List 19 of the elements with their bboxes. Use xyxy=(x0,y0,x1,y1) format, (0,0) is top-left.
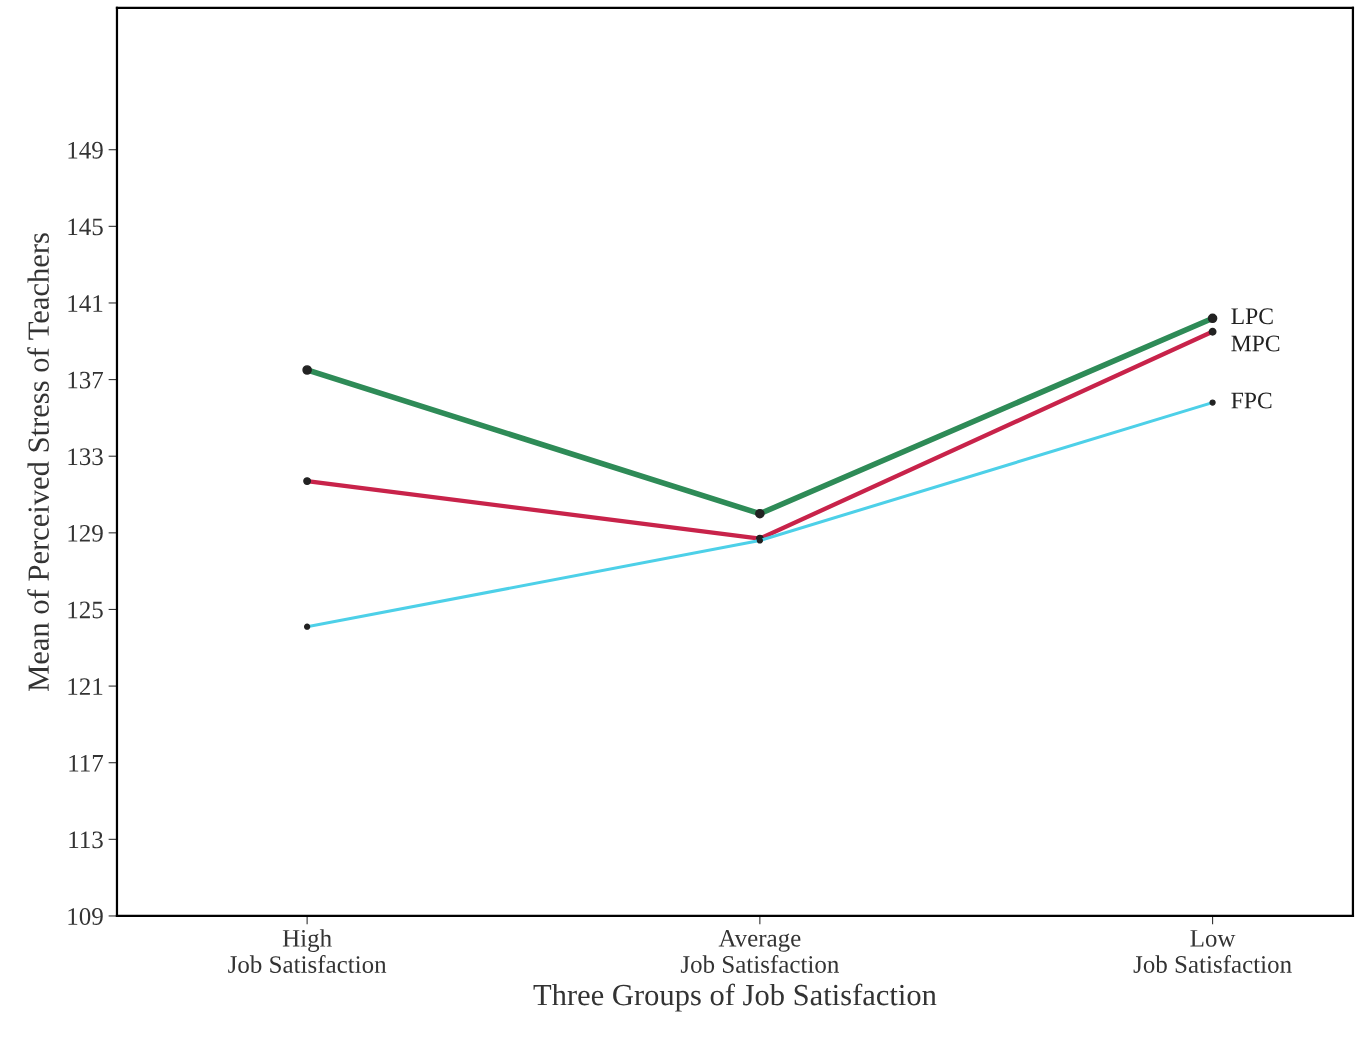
y-tick-label: 149 xyxy=(68,141,103,159)
y-tick-label: 125 xyxy=(68,601,103,619)
y-tick-label: 121 xyxy=(68,678,103,695)
y-tick-label: 129 xyxy=(68,524,103,542)
y-tick-label: 133 xyxy=(68,448,103,466)
y-tick-label: 113 xyxy=(69,831,103,849)
y-axis-title: Mean of Perceived Stress of Teachers xyxy=(27,233,49,691)
x-tick-label: Average Job Satisfaction xyxy=(680,929,839,973)
x-tick-label: High Job Satisfaction xyxy=(228,929,387,973)
series-label: FPC xyxy=(1231,392,1272,409)
x-axis-title: Three Groups of Job Satisfaction xyxy=(533,983,937,1012)
y-tick-label: 141 xyxy=(68,295,103,312)
y-tick-label: 137 xyxy=(68,371,104,389)
y-tick-label: 145 xyxy=(68,218,103,236)
series-label: MPC xyxy=(1231,335,1280,352)
y-tick-label: 109 xyxy=(68,908,103,925)
y-tick-label: 117 xyxy=(69,754,104,772)
x-tick-label: Low Job Satisfaction xyxy=(1133,930,1292,973)
series-label: LPC xyxy=(1231,308,1273,325)
